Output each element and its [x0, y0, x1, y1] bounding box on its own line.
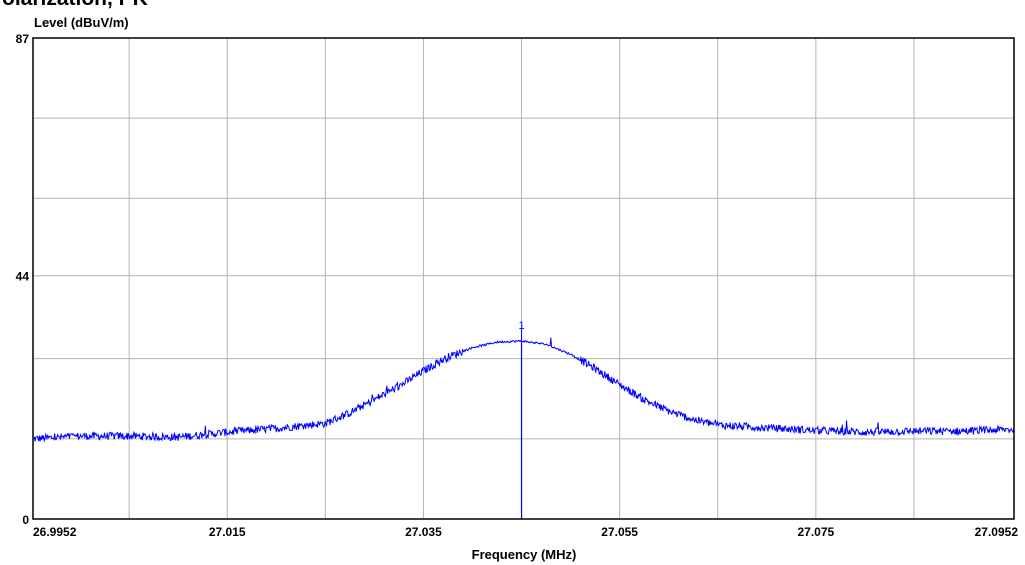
- y-tick-label: 0: [22, 513, 29, 527]
- y-tick-label: 44: [16, 270, 30, 284]
- plot-area: [33, 38, 1014, 519]
- y-tick-labels: 0 44 87: [16, 32, 30, 527]
- x-tick-label: 27.035: [405, 525, 442, 539]
- x-tick-label: 27.015: [209, 525, 246, 539]
- series-line: [32, 337, 1015, 443]
- x-tick-label: 27.055: [601, 525, 638, 539]
- marker-label: 1: [518, 320, 524, 332]
- plot-frame: [32, 37, 1015, 520]
- series-layer: 1: [32, 320, 1015, 519]
- x-tick-label: 26.9952: [33, 525, 77, 539]
- x-tick-label: 27.075: [797, 525, 834, 539]
- x-tick-label: 27.0952: [975, 525, 1019, 539]
- y-tick-label: 87: [16, 32, 30, 46]
- x-axis-label: Frequency (MHz): [472, 547, 577, 562]
- x-tick-labels: 26.9952 27.015 27.035 27.055 27.075 27.0952: [33, 525, 1018, 539]
- y-axis-label: Level (dBuV/m): [34, 15, 129, 30]
- page-title: olarization, PK: [2, 0, 148, 11]
